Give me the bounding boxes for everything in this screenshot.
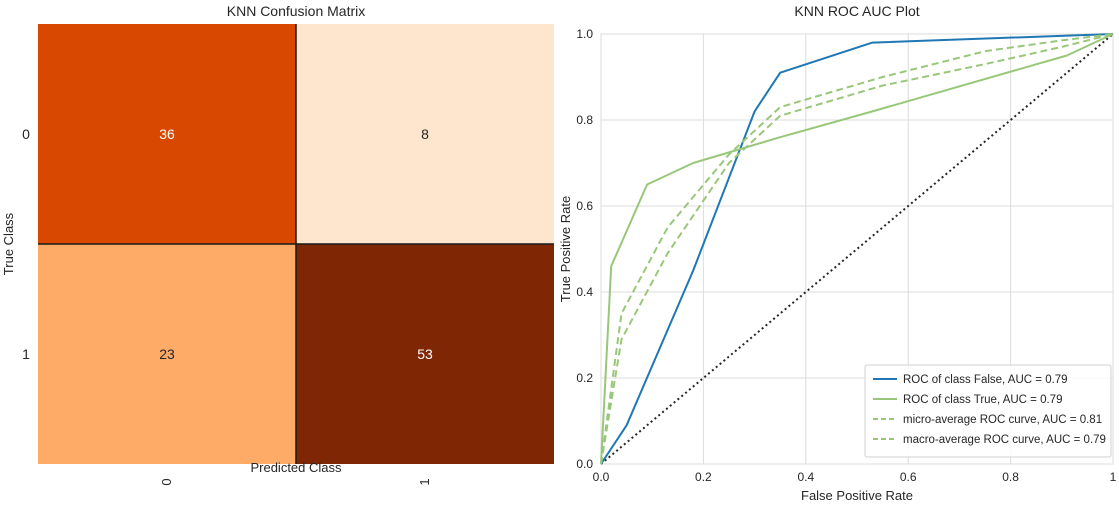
roc-legend-label: micro-average ROC curve, AUC = 0.81 — [903, 414, 1102, 426]
roc-x-tick-label: 0.0 — [593, 470, 610, 484]
roc-series-line — [600, 33, 1114, 465]
roc-series-line — [600, 33, 1114, 465]
roc-legend-label: macro-average ROC curve, AUC = 0.79 — [903, 434, 1106, 446]
roc-y-tick-label: 0.0 — [576, 457, 593, 471]
roc-series-line — [600, 33, 1114, 465]
roc-y-tick-label: 1.0 — [576, 27, 593, 41]
roc-title: KNN ROC AUC Plot — [794, 3, 919, 19]
cm-cell — [38, 244, 296, 464]
roc-y-axis-label: True Positive Rate — [558, 196, 573, 302]
cm-title: KNN Confusion Matrix — [227, 3, 366, 19]
roc-x-tick-label: 0.2 — [695, 470, 712, 484]
cm-x-tick-label: 0 — [159, 478, 174, 485]
cm-cells: 36 8 23 53 — [38, 24, 554, 464]
roc-y-tick-label: 0.2 — [576, 371, 593, 385]
cm-y-ticks: 01 — [22, 126, 30, 362]
cm-cell — [296, 24, 554, 244]
roc-y-tick-label: 0.6 — [576, 199, 593, 213]
roc-x-tick-label: 0.4 — [797, 470, 814, 484]
roc-legend-box — [864, 364, 1112, 458]
roc-lines — [600, 33, 1114, 465]
cm-cell-value: 53 — [417, 346, 433, 362]
roc-legend-label: ROC of class True, AUC = 0.79 — [903, 394, 1062, 406]
cm-x-axis-label: Predicted Class — [250, 460, 342, 475]
cm-y-tick-label: 1 — [22, 346, 30, 362]
roc-legend: ROC of class False, AUC = 0.79 ROC of cla… — [864, 364, 1112, 458]
roc-x-tick-label: 0.6 — [900, 470, 917, 484]
roc-legend-label: ROC of class False, AUC = 0.79 — [903, 374, 1068, 386]
cm-cell-value: 8 — [421, 126, 429, 142]
cm-cell-value: 36 — [159, 126, 175, 142]
cm-y-axis-label: True Class — [1, 212, 16, 275]
roc-reference-diagonal — [600, 33, 1114, 465]
roc-y-tick-label: 0.4 — [576, 285, 593, 299]
roc-auc-chart: KNN ROC AUC Plot 0.0 0.2 0.4 0.6 0.8 10.00.20… — [558, 3, 1117, 503]
roc-y-tick-label: 0.8 — [576, 113, 593, 127]
roc-x-tick-label: 0.8 — [1002, 470, 1019, 484]
roc-ticks: 0.0 0.2 0.4 0.6 0.8 1 0.0 0.2 0.4 0.6 0.8 1.0 — [576, 27, 1116, 484]
roc-x-axis-label: False Positive Rate — [801, 488, 913, 503]
roc-x-tick-label: 1 — [1110, 470, 1117, 484]
cm-cell — [38, 24, 296, 244]
cm-x-tick-label: 1 — [417, 478, 432, 485]
cm-y-tick-label: 0 — [22, 126, 30, 142]
cm-cell — [296, 244, 554, 464]
cm-cell-value: 23 — [159, 346, 175, 362]
